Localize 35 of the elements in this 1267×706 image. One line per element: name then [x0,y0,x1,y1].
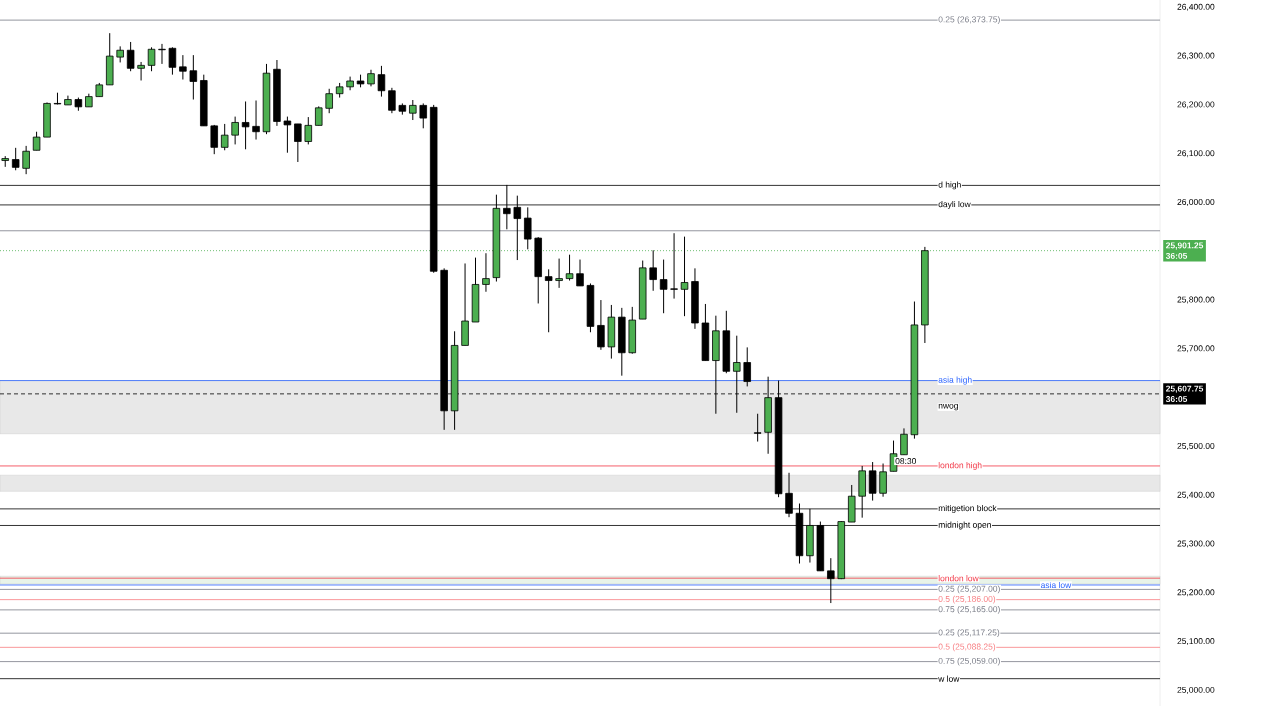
ref-line-label: midnight open [938,521,991,530]
ref-line-label: 25,607.75 [1166,385,1204,393]
y-tick-label: 25,400.00 [1177,491,1215,499]
text: 36:05 [1165,252,1188,259]
y-tick-label: 26,000.00 [1177,198,1215,206]
ref-line-label: w low [938,675,960,682]
ref-line-label: 0.5 (25,186.00) [938,595,996,604]
ref-line-label: mitigetion block [938,504,997,513]
ref-line-label: 0.25 (26,373.75) [938,16,1000,25]
ref-line-label: 0.75 (25,059.00) [938,657,1000,666]
y-tick-label: 26,200.00 [1177,101,1215,109]
ref-line-label: london high [938,462,982,470]
ref-line-label: 0.75 (25,165.00) [938,605,1000,614]
ref-line-label: 0.25 (25,207.00) [938,585,1000,594]
y-tick-label: 25,800.00 [1177,296,1215,304]
y-tick-label: 25,300.00 [1177,540,1215,548]
y-tick-label: 25,500.00 [1177,442,1215,450]
ref-line-label: dayli low [938,200,971,209]
ref-line-label: asia high [938,376,972,385]
ref-line-label: d high [938,181,961,190]
y-tick-label: 25,100.00 [1177,638,1215,646]
y-tick-label: 26,300.00 [1177,52,1215,60]
ref-line-label: 25,901.25 [1166,242,1204,250]
y-tick-label: 26,400.00 [1177,3,1215,11]
band-label: nwog [938,403,958,411]
ref-line-label: london low [938,575,979,582]
text: 36:05 [1165,396,1188,403]
ref-line-label: 0.25 (25,117.25) [938,629,1000,638]
y-tick-label: 25,700.00 [1177,345,1215,353]
ref-line-label: asia low [1040,581,1072,589]
annotation: 08:30 [895,458,917,465]
y-tick-label: 25,000.00 [1177,686,1215,694]
ref-line-label: 0.5 (25,088.25) [938,643,996,652]
y-tick-label: 25,200.00 [1177,589,1215,597]
y-tick-label: 26,100.00 [1177,150,1215,158]
